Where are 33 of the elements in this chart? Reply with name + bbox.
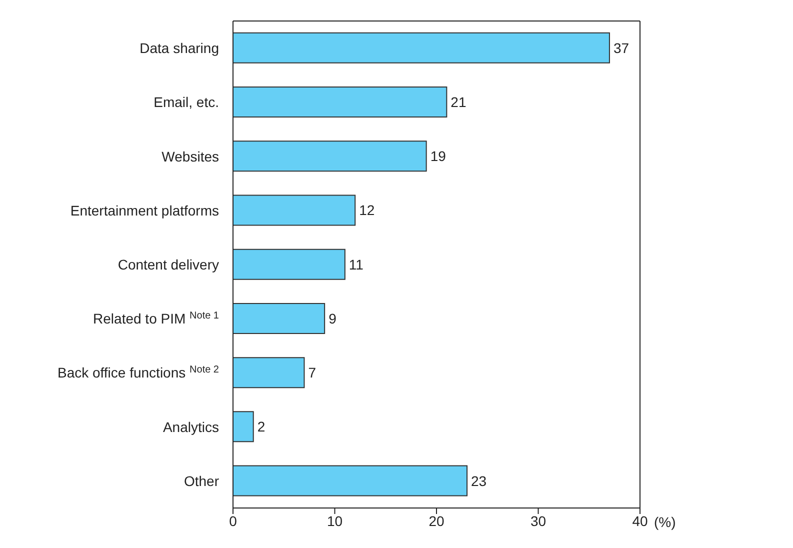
y-tick-label: Back office functions $^{Note 2}$ <box>57 364 220 381</box>
data-label: 12 <box>359 202 375 218</box>
data-label: 9 <box>328 310 337 326</box>
data-label: 2 <box>257 418 266 435</box>
bar <box>233 357 305 388</box>
x-tick-label: 20 <box>428 512 444 529</box>
bar <box>233 302 326 334</box>
x-tick-label: 40 <box>632 512 648 529</box>
y-tick-label: Entertainment platforms <box>70 202 219 218</box>
bar <box>233 465 468 496</box>
y-tick-label: Other <box>184 472 220 489</box>
bar <box>233 32 610 64</box>
bar <box>233 411 254 442</box>
x-tick-label: 30 <box>530 512 546 529</box>
bar <box>233 140 427 172</box>
y-tick-label: Websites <box>162 148 219 164</box>
data-label: 19 <box>430 148 446 164</box>
data-label: 21 <box>450 94 466 110</box>
bar <box>233 194 356 226</box>
data-label: 37 <box>613 40 630 56</box>
y-tick-label: Email, etc. <box>154 94 219 110</box>
data-label: 23 <box>471 472 487 489</box>
y-tick-label: Related to PIM $^{Note 1}$ <box>93 310 220 327</box>
x-tick-label: 10 <box>326 512 343 529</box>
y-tick-label: Content delivery <box>118 256 219 272</box>
y-tick-label: Data sharing <box>140 40 219 56</box>
y-tick-label: Analytics <box>162 418 219 435</box>
data-label: 11 <box>348 256 364 272</box>
x-tick-label: 0 <box>229 512 238 529</box>
bar <box>233 248 346 280</box>
x-axis-title: (%) <box>654 514 676 530</box>
bar <box>233 86 448 118</box>
data-label: 7 <box>308 364 316 381</box>
